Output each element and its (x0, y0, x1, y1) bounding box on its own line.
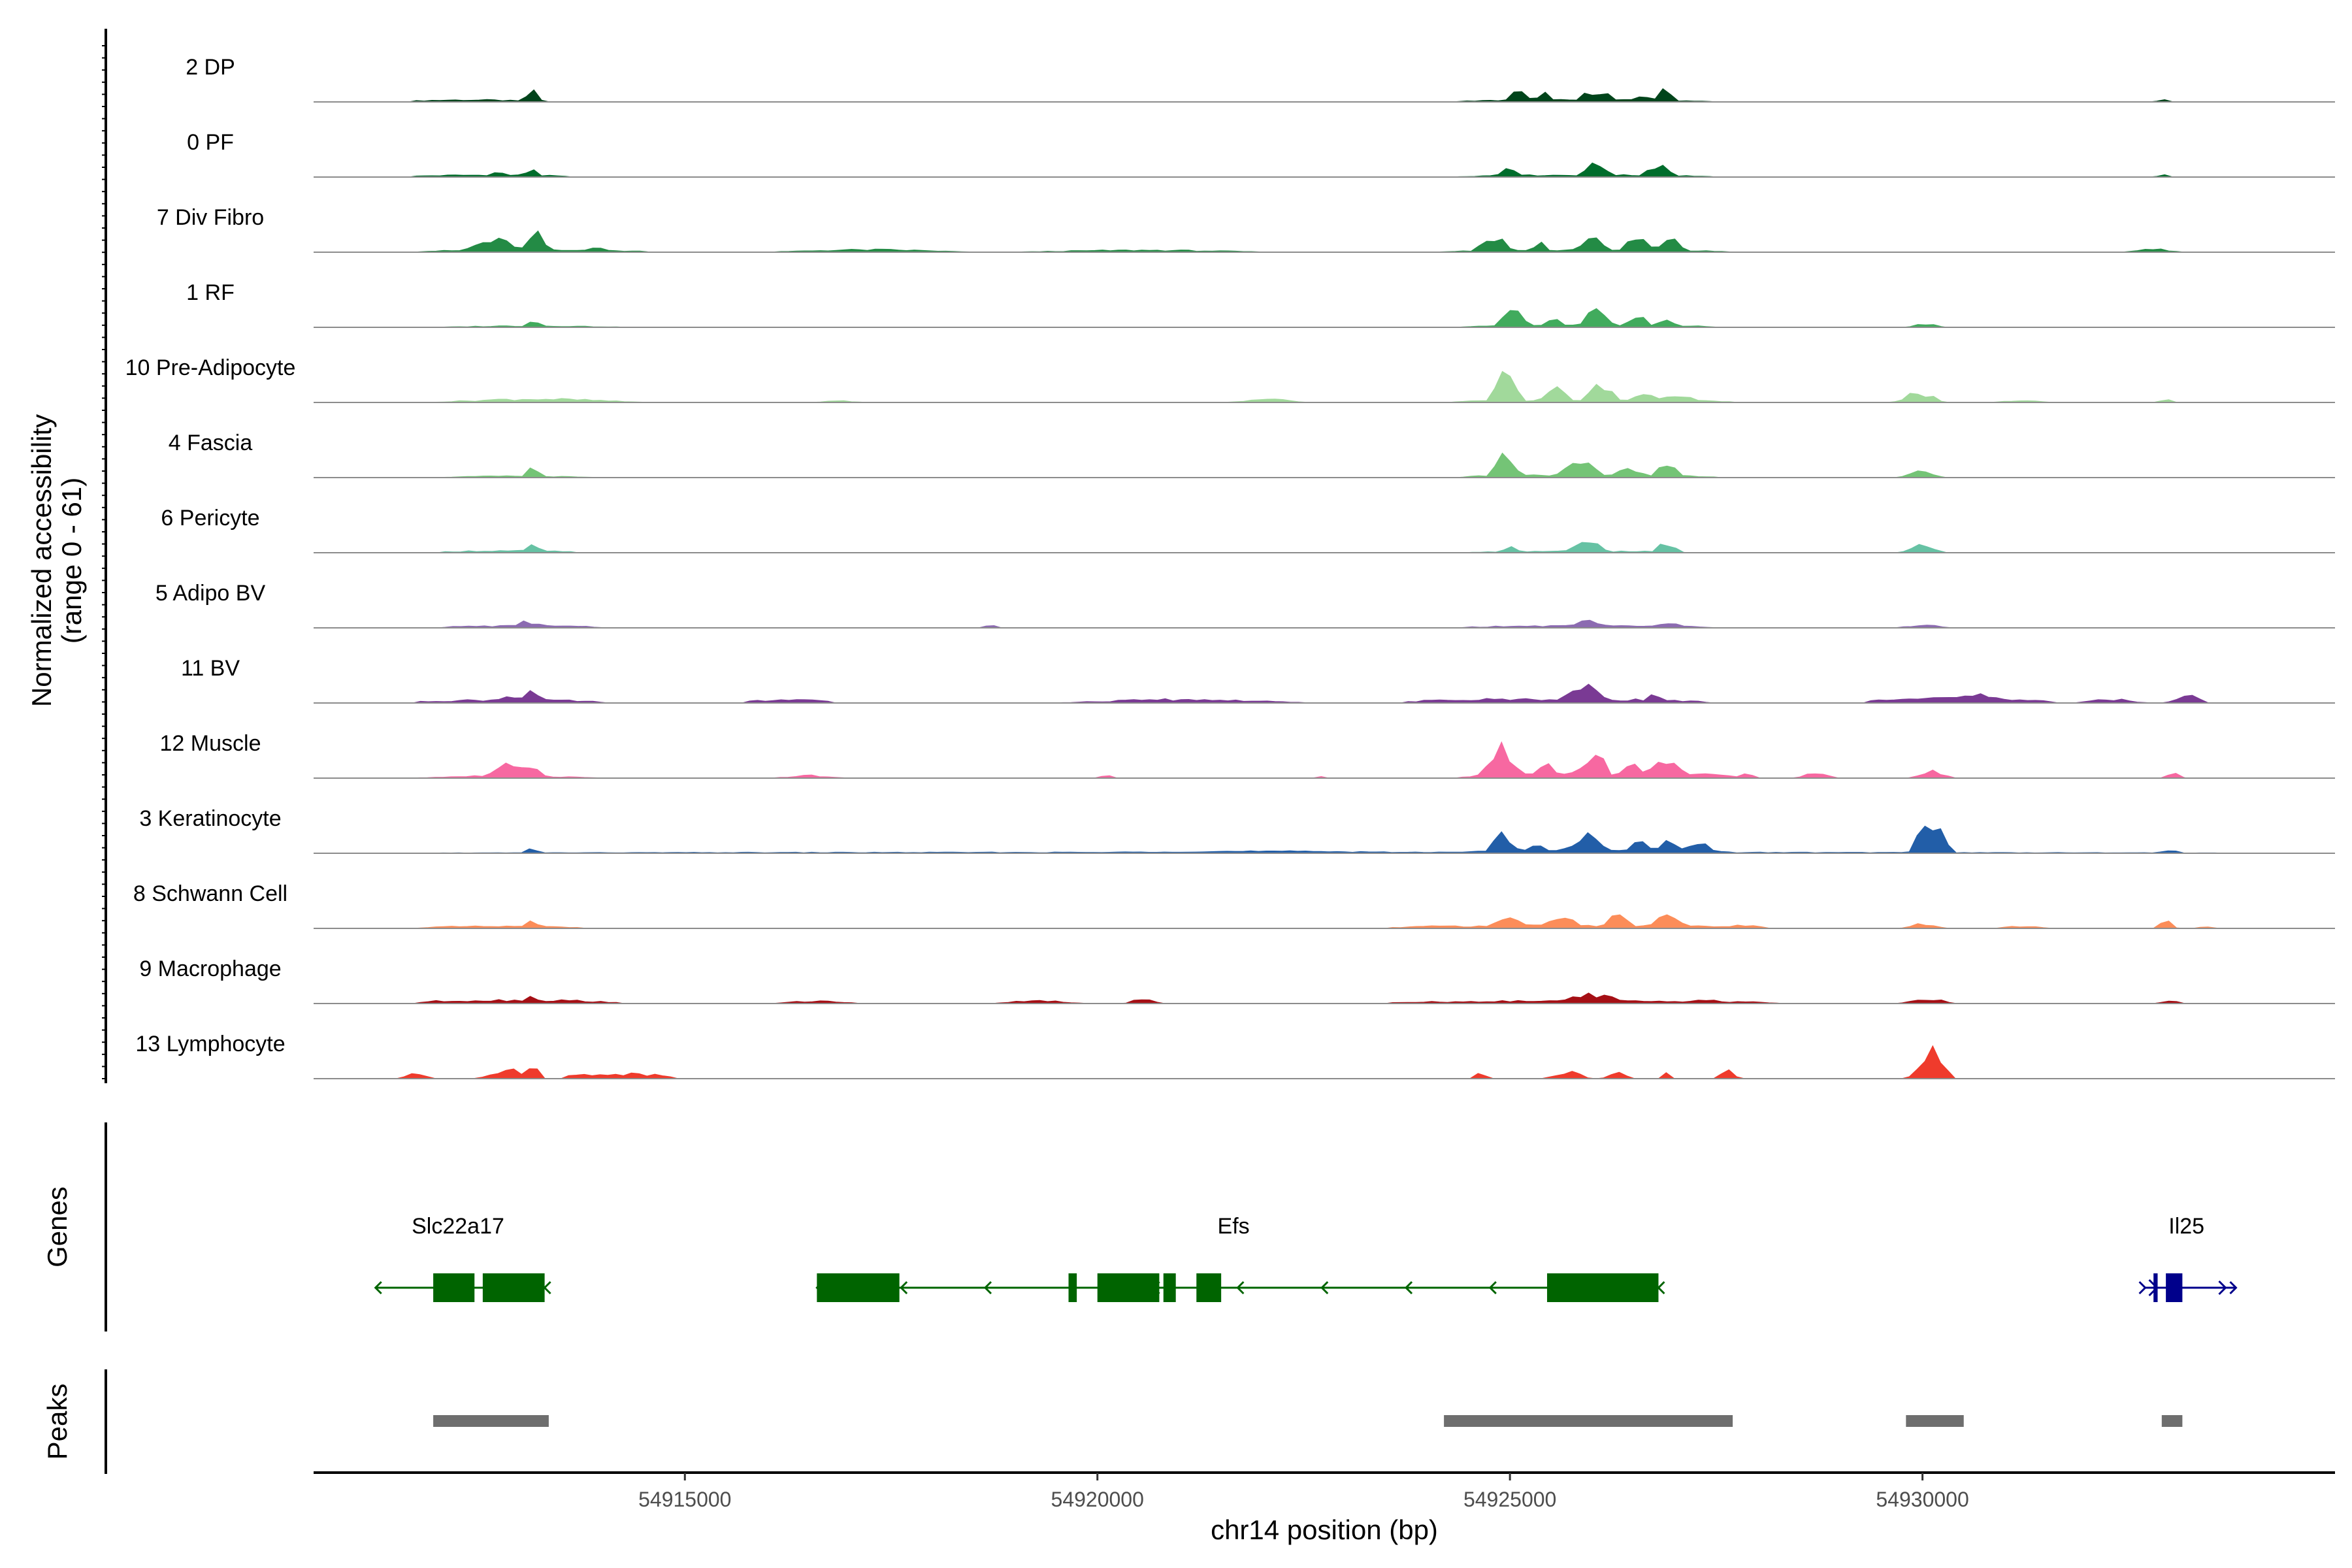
coverage-area (412, 230, 2187, 253)
strand-arrow (1488, 1281, 1497, 1295)
gene-exon (1546, 1273, 1659, 1302)
peak-region-bar (2161, 1415, 2183, 1427)
coverage-track: 8 Schwann Cell (133, 881, 2335, 929)
coverage-tracks: 2 DP 0 PF 7 Div Fibro 1 RF 10 Pre-Adipocyte 4… (125, 55, 2335, 1079)
x-tick-label: 54930000 (1876, 1488, 1968, 1511)
strand-arrow (1320, 1281, 1329, 1295)
coverage-area (396, 1045, 1957, 1079)
x-tick-label: 54920000 (1051, 1488, 1144, 1511)
coverage-area (408, 88, 2174, 103)
coverage-track: 13 Lymphocyte (135, 1032, 2335, 1079)
coverage-area (408, 162, 2174, 178)
track-label: 10 Pre-Adipocyte (125, 355, 296, 380)
gene-label: Slc22a17 (412, 1214, 504, 1239)
gene-annotations: Slc22a17 Efs Il25 (374, 1214, 2238, 1302)
coverage-track: 7 Div Fibro (157, 205, 2335, 253)
coverage-track: 10 Pre-Adipocyte (125, 355, 2335, 403)
y-axis-title-line1: Normalized accessibility (26, 414, 57, 707)
gene-exon (2153, 1273, 2158, 1302)
track-label: 13 Lymphocyte (135, 1032, 285, 1056)
peak-region-bar (1906, 1415, 1964, 1427)
coverage-track: 12 Muscle (160, 731, 2335, 779)
gene-exon (1097, 1273, 1160, 1302)
strand-arrow (2138, 1281, 2147, 1295)
gene-exon (817, 1273, 900, 1302)
coverage-track: 11 BV (181, 656, 2335, 704)
gene-label: Efs (1218, 1214, 1250, 1239)
coverage-track: 0 PF (187, 130, 2335, 178)
gene-label: Il25 (2168, 1214, 2204, 1239)
strand-arrow (543, 1281, 551, 1295)
strand-arrow (1657, 1281, 1665, 1295)
gene-exon (433, 1273, 475, 1302)
track-label: 3 Keratinocyte (139, 806, 281, 831)
gene-exon (1163, 1273, 1176, 1302)
coverage-track: 5 Adipo BV (155, 581, 2335, 629)
x-tick-label: 54915000 (638, 1488, 731, 1511)
coverage-y-minor-ticks (102, 45, 106, 1079)
gene-model: Il25 (2138, 1214, 2238, 1302)
coverage-area (437, 619, 1956, 629)
track-label: 4 Fascia (169, 431, 253, 455)
strand-arrow (2218, 1280, 2227, 1296)
coverage-area (396, 825, 2253, 854)
gene-exon (1068, 1273, 1077, 1302)
track-label: 12 Muscle (160, 731, 261, 756)
y-axis-title-line2: (range 0 - 61) (56, 478, 87, 644)
strand-arrow (1236, 1281, 1245, 1295)
peak-regions (433, 1415, 2183, 1427)
track-label: 0 PF (187, 130, 234, 155)
x-axis-title: chr14 position (bp) (1211, 1514, 1438, 1545)
coverage-area (412, 683, 2212, 704)
track-label: 1 RF (186, 280, 235, 305)
coverage-track: 9 Macrophage (139, 956, 2335, 1004)
peak-region-bar (433, 1415, 549, 1427)
x-tick-label: 54925000 (1463, 1488, 1556, 1511)
coverage-area (412, 308, 1948, 328)
track-label: 9 Macrophage (139, 956, 281, 981)
strand-arrow (983, 1281, 992, 1295)
coverage-track: 1 RF (186, 280, 2335, 328)
track-label: 11 BV (181, 656, 240, 681)
coverage-area (437, 542, 1948, 553)
gene-exon (1196, 1273, 1222, 1302)
coverage-area (412, 914, 2220, 929)
strand-arrow (374, 1281, 382, 1295)
gene-exon (2166, 1273, 2183, 1302)
coverage-track: 4 Fascia (169, 431, 2335, 478)
coverage-track: 6 Pericyte (161, 506, 2335, 553)
genes-panel-title: Genes (42, 1186, 73, 1267)
peak-region-bar (1444, 1415, 1733, 1427)
gene-model: Slc22a17 (374, 1214, 551, 1302)
peaks-panel-title: Peaks (42, 1384, 73, 1460)
coverage-track: 3 Keratinocyte (139, 806, 2335, 854)
track-label: 7 Div Fibro (157, 205, 264, 230)
coverage-area (396, 741, 2187, 779)
strand-arrow (1404, 1281, 1413, 1295)
coverage-track: 2 DP (186, 55, 2335, 103)
track-label: 6 Pericyte (161, 506, 259, 531)
gene-exon (482, 1273, 545, 1302)
coverage-area (412, 370, 2179, 403)
strand-arrow (900, 1281, 908, 1295)
track-label: 5 Adipo BV (155, 581, 266, 606)
track-label: 8 Schwann Cell (133, 881, 287, 906)
gene-model: Efs (815, 1214, 1665, 1302)
coverage-area (412, 452, 1948, 478)
track-label: 2 DP (186, 55, 235, 80)
coverage-area (412, 992, 2187, 1004)
strand-arrow (2229, 1281, 2238, 1295)
x-axis-ticks: 54915000 54920000 54925000 54930000 (638, 1473, 1969, 1511)
